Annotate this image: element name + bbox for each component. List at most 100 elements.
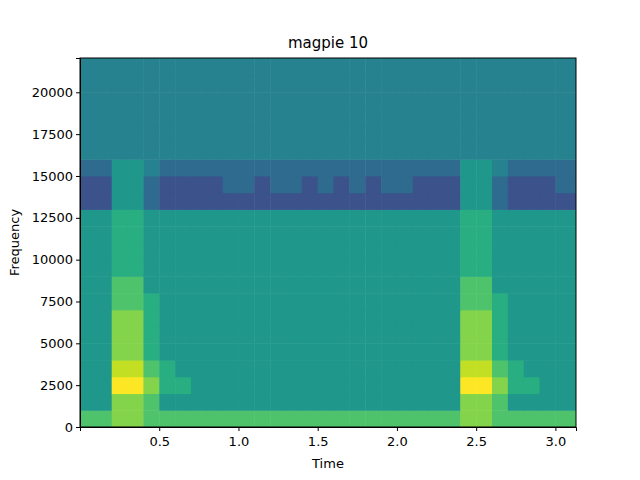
x-axis-title: Time [311, 456, 344, 471]
cell [128, 410, 144, 427]
cell [397, 243, 413, 260]
cell [238, 209, 254, 226]
cell [413, 394, 429, 411]
cell [540, 109, 556, 126]
cell [191, 76, 207, 93]
cell [429, 143, 445, 160]
cell [555, 92, 576, 109]
cell [555, 276, 576, 293]
x-tick-mark [397, 427, 398, 431]
y-tick-label: 15000 [32, 169, 73, 184]
cell [128, 58, 144, 76]
cell [143, 92, 159, 109]
x-tick: 2.5 [466, 427, 487, 449]
cell [254, 226, 270, 243]
y-tick-mark [76, 385, 80, 386]
cell [96, 58, 112, 76]
cell [413, 410, 429, 427]
cell [334, 176, 350, 193]
cell [492, 343, 508, 360]
cell [254, 410, 270, 427]
cell [175, 293, 191, 310]
cell [302, 143, 318, 160]
cell [112, 109, 128, 126]
cell [318, 76, 334, 93]
cell [492, 176, 508, 193]
cell [365, 159, 381, 176]
cell [318, 193, 334, 210]
cell [128, 360, 144, 377]
x-axis: 0.51.01.52.02.53.0 [81, 427, 577, 449]
cell [540, 209, 556, 226]
cell [524, 159, 540, 176]
cell [96, 310, 112, 327]
cell [128, 276, 144, 293]
heatmap-cells [80, 58, 576, 427]
cell [112, 293, 128, 310]
cell [80, 92, 96, 109]
cell [429, 76, 445, 93]
cell [524, 394, 540, 411]
cell [429, 310, 445, 327]
cell [270, 260, 286, 277]
cell [286, 310, 302, 327]
cell [524, 310, 540, 327]
cell [302, 92, 318, 109]
cell [238, 226, 254, 243]
cell [508, 310, 524, 327]
cell [444, 76, 460, 93]
cell [540, 193, 556, 210]
cell [492, 226, 508, 243]
cell [254, 109, 270, 126]
cell [286, 176, 302, 193]
cell [508, 243, 524, 260]
cell [381, 76, 397, 93]
cell [524, 209, 540, 226]
y-tick-mark [76, 343, 80, 344]
cell [476, 92, 492, 109]
cell [175, 260, 191, 277]
cell [159, 410, 175, 427]
cell [460, 310, 476, 327]
cell [334, 109, 350, 126]
cell [159, 343, 175, 360]
cell [80, 143, 96, 160]
cell [191, 109, 207, 126]
cell [460, 92, 476, 109]
cell [207, 394, 223, 411]
cell [128, 159, 144, 176]
cell [365, 410, 381, 427]
cell [96, 176, 112, 193]
cell [365, 176, 381, 193]
cell [191, 394, 207, 411]
cell [524, 243, 540, 260]
cell [191, 209, 207, 226]
cell [318, 260, 334, 277]
cell [555, 109, 576, 126]
cell [508, 343, 524, 360]
cell [429, 92, 445, 109]
cell [302, 243, 318, 260]
cell [381, 143, 397, 160]
cell [444, 410, 460, 427]
cell [429, 226, 445, 243]
cell [492, 126, 508, 143]
cell [80, 360, 96, 377]
cell [381, 109, 397, 126]
cell [175, 193, 191, 210]
cell [223, 394, 239, 411]
cell [460, 377, 476, 394]
cell [302, 343, 318, 360]
y-tick-mark [76, 427, 80, 428]
cell [286, 126, 302, 143]
cell [413, 193, 429, 210]
cell [112, 377, 128, 394]
cell [270, 410, 286, 427]
cell [555, 143, 576, 160]
cell [191, 193, 207, 210]
cell [492, 243, 508, 260]
cell [80, 310, 96, 327]
cell [302, 209, 318, 226]
cell [476, 343, 492, 360]
cell [492, 377, 508, 394]
